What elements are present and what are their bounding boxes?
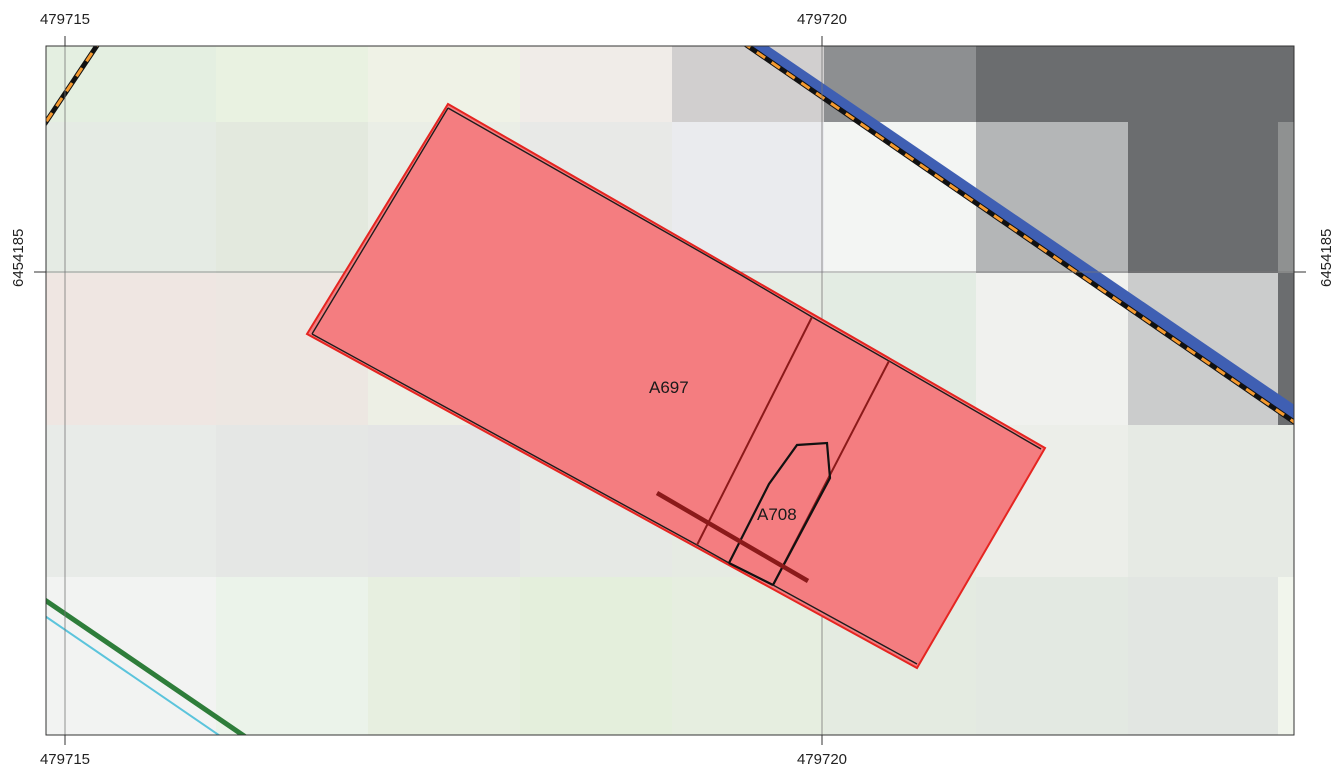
road-blue-band	[745, 46, 1294, 421]
stream-cyan-line	[46, 615, 221, 735]
parcel-a697-left-edge	[311, 107, 449, 335]
map-frame	[46, 46, 1294, 735]
raster-background	[46, 46, 1294, 735]
grid-label-top-right: 479720	[796, 11, 848, 28]
grid-label-bottom-left: 479715	[39, 751, 91, 768]
map-border	[45, 45, 1295, 736]
parcel-a708-bottom	[728, 562, 774, 586]
parcel-label-a697: A697	[649, 378, 689, 397]
parcel-a697[interactable]	[305, 102, 1047, 670]
parcel-label-a708: A708	[757, 505, 797, 524]
grid-label-bottom-right: 479720	[796, 751, 848, 768]
grid-ticks	[34, 36, 1306, 745]
grid-label-right: 6454185	[1318, 228, 1335, 287]
path-green-line	[46, 597, 248, 735]
parcel-a708[interactable]	[728, 441, 832, 586]
railway-line-top-left	[46, 46, 100, 127]
cut-line	[655, 491, 810, 583]
parcel-division-line-1	[696, 316, 813, 546]
grid-label-top-left: 479715	[39, 11, 91, 28]
grid-label-left: 6454185	[10, 228, 27, 287]
railway-line-top-right	[743, 46, 1294, 425]
